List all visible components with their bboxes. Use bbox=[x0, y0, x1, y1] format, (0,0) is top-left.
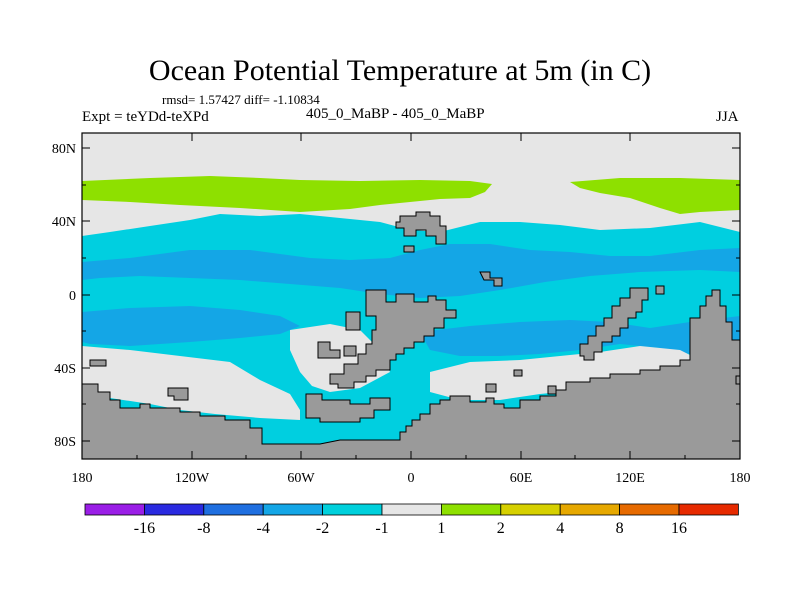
land bbox=[82, 211, 740, 459]
land-island-b bbox=[317, 341, 341, 359]
stats-label: rmsd= 1.57427 diff= -1.10834 bbox=[162, 92, 320, 107]
colorbar-swatch bbox=[678, 503, 739, 516]
lon-label: 120W bbox=[175, 471, 210, 486]
chart-title: Ocean Potential Temperature at 5m (in C) bbox=[148, 54, 652, 87]
colorbar-swatch bbox=[143, 503, 205, 516]
lat-label: 0 bbox=[69, 289, 76, 304]
colorbar-swatch bbox=[322, 503, 383, 516]
land-islet-east bbox=[655, 285, 665, 295]
field-blue-south-east bbox=[420, 316, 740, 356]
land-islet-west-2 bbox=[167, 387, 189, 401]
field-green-west bbox=[82, 176, 492, 212]
center-label: 405_0_MaBP - 405_0_MaBP bbox=[306, 106, 485, 122]
colorbar-swatch bbox=[262, 503, 324, 516]
land-islet-east-edge bbox=[735, 375, 740, 385]
land-islet-west-1 bbox=[89, 359, 107, 367]
land-island-a bbox=[345, 311, 361, 331]
colorbar-label: 2 bbox=[497, 520, 505, 537]
lon-label: 60E bbox=[510, 471, 533, 486]
colorbar-label: -4 bbox=[257, 520, 270, 537]
experiment-label: Expt = teYDd-teXPd bbox=[82, 109, 209, 125]
colorbar-swatch bbox=[84, 503, 145, 516]
colorbar-swatch bbox=[440, 503, 502, 516]
colorbar-swatch bbox=[203, 503, 264, 516]
colorbar: -16 -8 -4 -2 -1 1 2 4 8 16 bbox=[84, 503, 739, 537]
lat-label: 80S bbox=[54, 435, 76, 450]
colorbar-swatch bbox=[559, 503, 621, 516]
land-islet-south-1 bbox=[485, 383, 497, 393]
lon-label: 180 bbox=[72, 471, 93, 486]
lat-label: 40S bbox=[54, 362, 76, 377]
land-australia bbox=[579, 287, 649, 361]
lat-label: 80N bbox=[52, 142, 76, 157]
lon-label: 60W bbox=[287, 471, 315, 486]
colorbar-swatch bbox=[381, 503, 442, 516]
field-blue-north bbox=[82, 244, 740, 298]
colorbar-swatch bbox=[500, 503, 561, 516]
colorbar-label: 16 bbox=[671, 520, 687, 537]
colorbar-label: 4 bbox=[556, 520, 564, 537]
lon-label: 120E bbox=[615, 471, 645, 486]
season-label: JJA bbox=[716, 109, 739, 125]
colorbar-label: -1 bbox=[375, 520, 388, 537]
colorbar-label: -2 bbox=[316, 520, 329, 537]
land-antarctica bbox=[82, 289, 740, 459]
lon-label: 0 bbox=[408, 471, 415, 486]
land-islet-south-2 bbox=[513, 369, 523, 377]
field-green-east bbox=[570, 178, 740, 214]
land-africa-small bbox=[403, 245, 415, 253]
map-plot bbox=[82, 133, 740, 459]
field-gray-south-east bbox=[430, 346, 700, 400]
lat-label: 40N bbox=[52, 215, 76, 230]
land-antarctic-peninsula bbox=[305, 393, 391, 423]
colorbar-label: 8 bbox=[616, 520, 624, 537]
lon-label: 180 bbox=[730, 471, 751, 486]
land-south-america bbox=[329, 289, 457, 389]
colorbar-label: -16 bbox=[134, 520, 155, 537]
field-blue-south-west bbox=[82, 306, 300, 346]
land-island-c bbox=[343, 345, 357, 357]
colorbar-label: 1 bbox=[437, 520, 445, 537]
land-africa bbox=[395, 211, 447, 245]
land-arabia bbox=[479, 271, 503, 287]
colorbar-label: -8 bbox=[197, 520, 210, 537]
land-islet-south-3 bbox=[547, 385, 557, 395]
lon-ticks bbox=[81, 133, 741, 459]
colorbar-swatch bbox=[619, 503, 680, 516]
lat-ticks bbox=[82, 147, 740, 442]
field-gray-southwest bbox=[82, 346, 300, 420]
